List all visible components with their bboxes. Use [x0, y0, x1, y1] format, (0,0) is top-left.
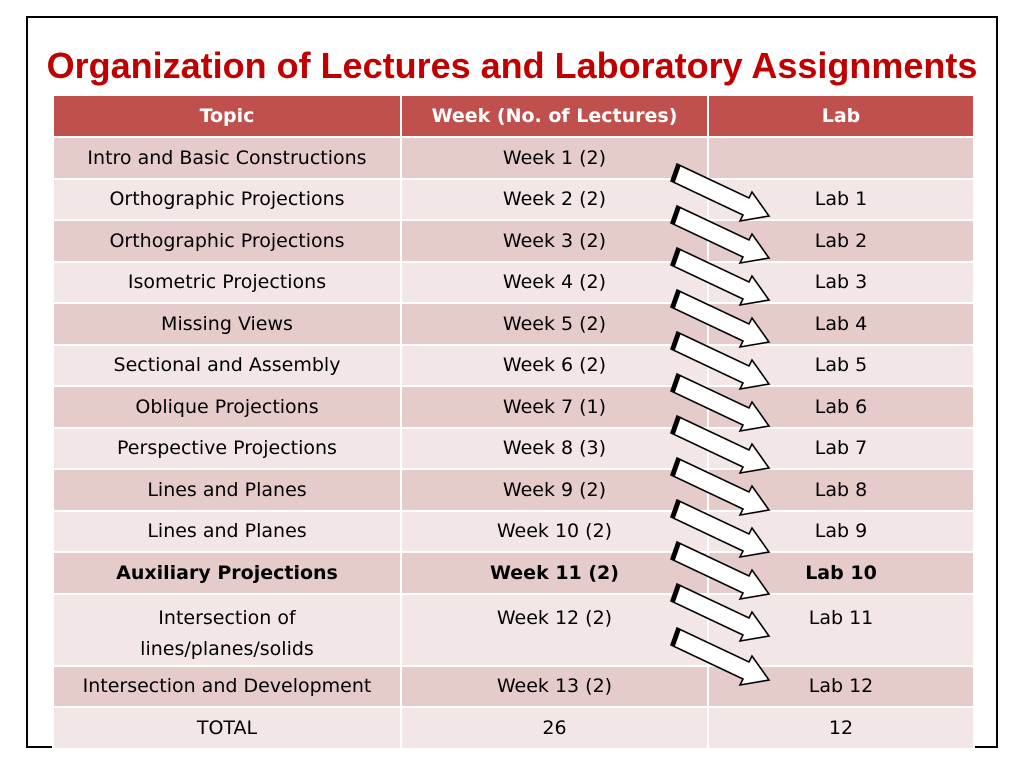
topic-cell: Orthographic Projections [52, 219, 402, 263]
week-cell: Week 6 (2) [400, 343, 709, 387]
topic-cell: Intro and Basic Constructions [52, 136, 402, 180]
topic-cell: TOTAL [52, 706, 402, 750]
header-lab: Lab [707, 94, 975, 138]
lab-cell [707, 136, 975, 180]
topic-cell: Isometric Projections [52, 260, 402, 304]
topic-cell: Lines and Planes [52, 468, 402, 512]
lab-cell: Lab 5 [707, 343, 975, 387]
topic-cell: Orthographic Projections [52, 177, 402, 221]
header-topic: Topic [52, 94, 402, 138]
week-cell: Week 3 (2) [400, 219, 709, 263]
table-row: Oblique Projections Week 7 (1) Lab 6 [52, 385, 975, 429]
week-cell: Week 1 (2) [400, 136, 709, 180]
table-row-total: TOTAL 26 12 [52, 706, 975, 750]
header-row: Topic Week (No. of Lectures) Lab [52, 94, 975, 138]
table-row: Perspective Projections Week 8 (3) Lab 7 [52, 426, 975, 470]
table-row: Sectional and Assembly Week 6 (2) Lab 5 [52, 343, 975, 387]
header-week: Week (No. of Lectures) [400, 94, 709, 138]
topic-cell: Auxiliary Projections [52, 551, 402, 595]
week-cell: Week 10 (2) [400, 509, 709, 553]
lab-cell: Lab 8 [707, 468, 975, 512]
week-cell: Week 7 (1) [400, 385, 709, 429]
lab-cell: 12 [707, 706, 975, 750]
lab-cell: Lab 9 [707, 509, 975, 553]
table-row: Missing Views Week 5 (2) Lab 4 [52, 302, 975, 346]
table-row: Intro and Basic Constructions Week 1 (2) [52, 136, 975, 180]
table-row: Isometric Projections Week 4 (2) Lab 3 [52, 260, 975, 304]
lab-cell: Lab 6 [707, 385, 975, 429]
topic-cell: Intersection and Development [52, 664, 402, 708]
table-row: Intersection and Development Week 13 (2)… [52, 664, 975, 708]
week-cell: Week 2 (2) [400, 177, 709, 221]
week-cell: Week 4 (2) [400, 260, 709, 304]
week-cell: Week 8 (3) [400, 426, 709, 470]
lab-cell: Lab 1 [707, 177, 975, 221]
week-cell: 26 [400, 706, 709, 750]
topic-cell: Sectional and Assembly [52, 343, 402, 387]
table-row: Orthographic Projections Week 2 (2) Lab … [52, 177, 975, 221]
topic-cell: Perspective Projections [52, 426, 402, 470]
week-cell: Week 5 (2) [400, 302, 709, 346]
week-cell: Week 13 (2) [400, 664, 709, 708]
week-cell: Week 11 (2) [400, 551, 709, 595]
lab-cell: Lab 11 [707, 592, 975, 667]
table-row: Intersection of lines/planes/solids Week… [52, 592, 975, 667]
schedule-table: Topic Week (No. of Lectures) Lab Intro a… [52, 94, 975, 750]
topic-cell: Intersection of lines/planes/solids [52, 592, 402, 667]
week-cell: Week 9 (2) [400, 468, 709, 512]
table-row: Orthographic Projections Week 3 (2) Lab … [52, 219, 975, 263]
table-row: Lines and Planes Week 10 (2) Lab 9 [52, 509, 975, 553]
slide-title: Organization of Lectures and Laboratory … [46, 45, 978, 86]
topic-cell: Oblique Projections [52, 385, 402, 429]
table-row: Lines and Planes Week 9 (2) Lab 8 [52, 468, 975, 512]
table-row-highlighted: Auxiliary Projections Week 11 (2) Lab 10 [52, 551, 975, 595]
week-cell: Week 12 (2) [400, 592, 709, 667]
lab-cell: Lab 10 [707, 551, 975, 595]
topic-cell: Lines and Planes [52, 509, 402, 553]
lab-cell: Lab 2 [707, 219, 975, 263]
lab-cell: Lab 12 [707, 664, 975, 708]
lab-cell: Lab 4 [707, 302, 975, 346]
topic-cell: Missing Views [52, 302, 402, 346]
lab-cell: Lab 3 [707, 260, 975, 304]
lab-cell: Lab 7 [707, 426, 975, 470]
